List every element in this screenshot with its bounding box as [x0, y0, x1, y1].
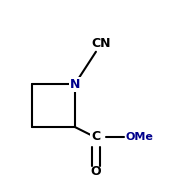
Text: CN: CN — [91, 37, 111, 50]
Text: C: C — [91, 130, 101, 143]
Text: O: O — [91, 165, 101, 178]
Text: N: N — [69, 78, 80, 91]
Text: OMe: OMe — [125, 132, 153, 142]
